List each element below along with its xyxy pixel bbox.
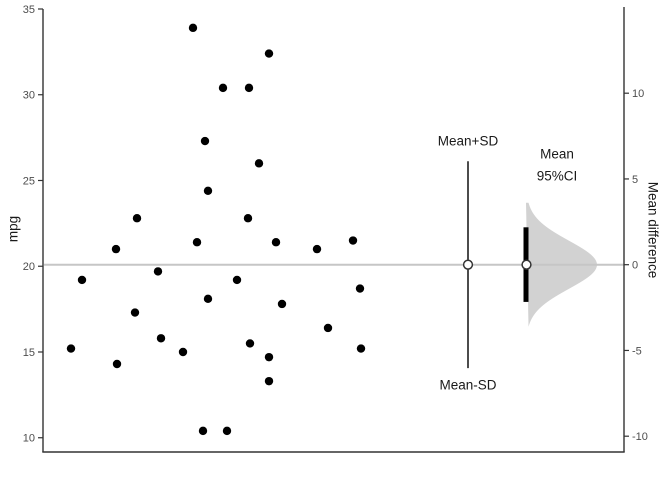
data-point: [66, 344, 76, 353]
mean-plus-sd-label: Mean+SD: [437, 133, 499, 149]
mean-marker-ci: [521, 259, 532, 270]
left-axis-tick-label: 15: [23, 347, 35, 359]
data-point: [348, 236, 358, 245]
data-point: [356, 344, 366, 353]
left-axis-tick-label: 10: [23, 433, 35, 445]
data-point: [323, 323, 333, 333]
data-point: [130, 308, 140, 317]
data-point: [244, 83, 254, 93]
data-point: [203, 186, 213, 195]
data-point: [188, 23, 198, 33]
data-point: [178, 347, 188, 357]
left-axis-tick-label: 30: [23, 90, 35, 102]
data-point: [218, 83, 228, 93]
data-point: [232, 275, 242, 285]
data-point: [111, 244, 121, 254]
ci-annotation-label: 95%CI: [536, 168, 578, 184]
mean-annotation-label: Mean: [540, 146, 574, 162]
data-point: [245, 339, 255, 348]
data-point: [312, 244, 322, 254]
right-axis-title: Mean difference: [645, 181, 661, 279]
data-point: [243, 214, 253, 223]
data-point: [264, 376, 274, 386]
mean-minus-sd-label: Mean-SD: [439, 377, 497, 393]
data-point: [222, 426, 232, 436]
mean-marker-sd: [462, 259, 474, 270]
left-axis-tick-label: 35: [23, 4, 35, 16]
data-point: [153, 267, 163, 276]
right-axis-tick-label: -5: [632, 345, 642, 357]
data-point: [254, 159, 264, 168]
data-point: [192, 238, 202, 247]
left-axis-tick-label: 20: [23, 261, 35, 273]
data-point: [198, 426, 208, 436]
data-point: [200, 136, 210, 146]
left-axis-title: mpg: [5, 215, 21, 243]
data-point: [132, 214, 142, 223]
right-axis-tick-label: 0: [632, 260, 638, 272]
right-axis-tick-label: -10: [632, 431, 648, 443]
data-point: [264, 49, 274, 58]
data-point: [264, 352, 274, 362]
data-point: [156, 334, 166, 343]
data-point: [277, 299, 287, 309]
right-axis-tick-label: 5: [632, 174, 638, 186]
right-axis-tick-label: 10: [632, 88, 644, 100]
data-point: [112, 359, 122, 369]
data-point: [203, 294, 213, 304]
left-axis-tick-label: 25: [23, 175, 35, 187]
data-point: [355, 284, 365, 293]
data-point: [271, 238, 281, 247]
data-point: [77, 275, 87, 285]
